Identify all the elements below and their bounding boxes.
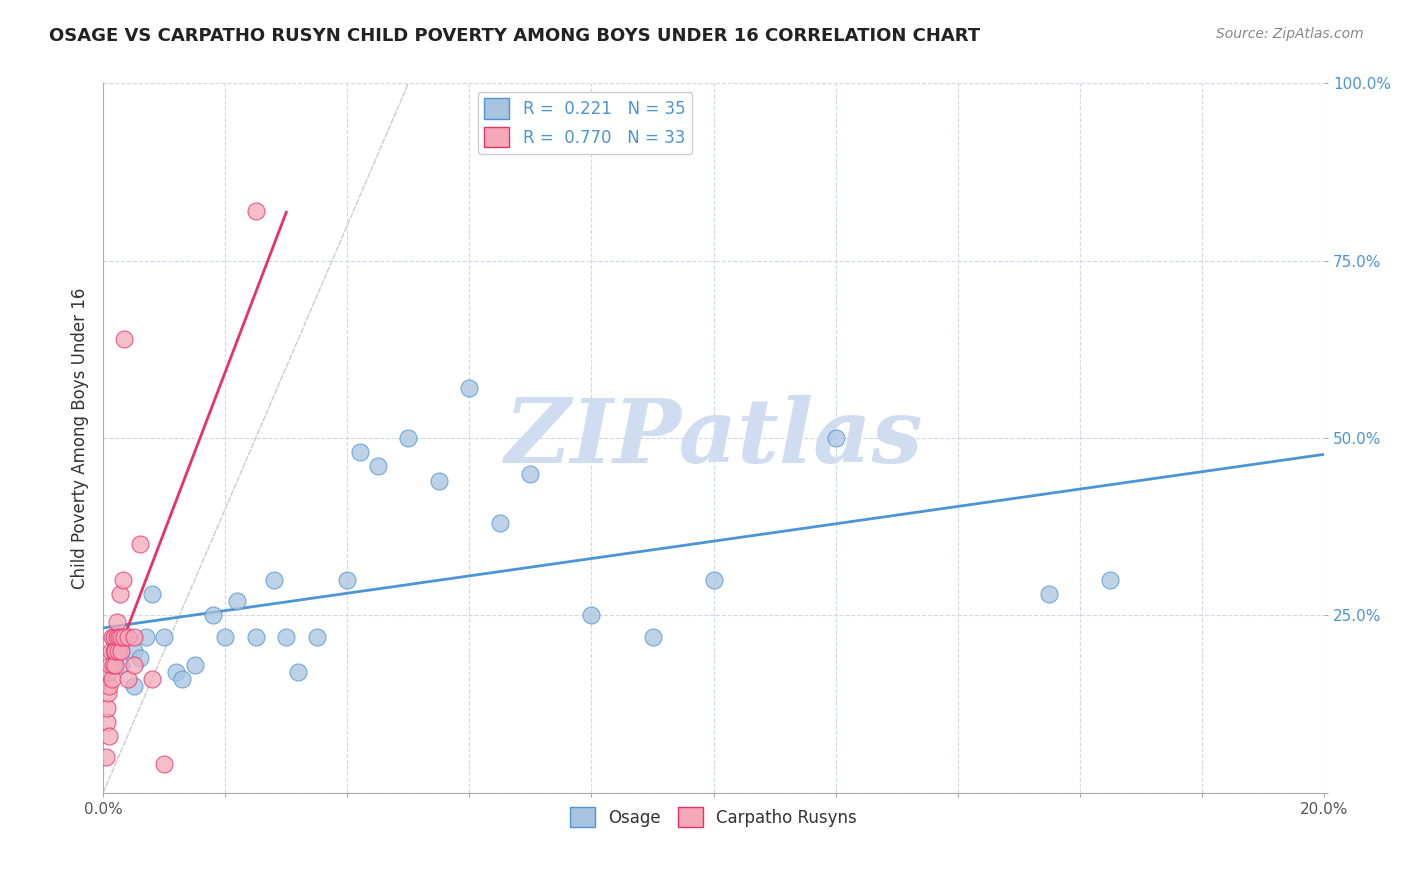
Point — [103, 630, 125, 644]
Point — [104, 658, 127, 673]
Point — [110, 587, 132, 601]
Point — [107, 644, 129, 658]
Point — [287, 665, 309, 679]
Point — [97, 729, 120, 743]
Point — [117, 630, 139, 644]
Point — [122, 630, 145, 644]
Point — [201, 608, 224, 623]
Point — [110, 630, 132, 644]
Point — [263, 573, 285, 587]
Point — [105, 615, 128, 630]
Point — [458, 381, 481, 395]
Point — [172, 672, 194, 686]
Point — [104, 630, 127, 644]
Point — [641, 630, 664, 644]
Point — [96, 714, 118, 729]
Point — [427, 474, 450, 488]
Point — [97, 686, 120, 700]
Point — [96, 700, 118, 714]
Point — [117, 630, 139, 644]
Point — [122, 658, 145, 673]
Point — [103, 644, 125, 658]
Point — [183, 658, 205, 673]
Text: Source: ZipAtlas.com: Source: ZipAtlas.com — [1216, 27, 1364, 41]
Point — [112, 630, 135, 644]
Point — [122, 679, 145, 693]
Point — [153, 757, 176, 772]
Point — [101, 658, 124, 673]
Point — [141, 587, 163, 601]
Point — [581, 608, 603, 623]
Point — [100, 644, 122, 658]
Point — [489, 516, 512, 530]
Point — [110, 658, 132, 673]
Text: OSAGE VS CARPATHO RUSYN CHILD POVERTY AMONG BOYS UNDER 16 CORRELATION CHART: OSAGE VS CARPATHO RUSYN CHILD POVERTY AM… — [49, 27, 980, 45]
Point — [98, 679, 121, 693]
Point — [824, 431, 846, 445]
Point — [101, 630, 124, 644]
Legend: Osage, Carpatho Rusyns: Osage, Carpatho Rusyns — [564, 800, 863, 834]
Point — [153, 630, 176, 644]
Point — [108, 630, 131, 644]
Point — [111, 573, 134, 587]
Point — [128, 537, 150, 551]
Point — [114, 332, 136, 346]
Point — [104, 644, 127, 658]
Point — [117, 672, 139, 686]
Point — [122, 644, 145, 658]
Point — [98, 665, 121, 679]
Point — [141, 672, 163, 686]
Y-axis label: Child Poverty Among Boys Under 16: Child Poverty Among Boys Under 16 — [72, 287, 89, 589]
Point — [276, 630, 298, 644]
Point — [349, 445, 371, 459]
Point — [1038, 587, 1060, 601]
Point — [105, 630, 128, 644]
Point — [100, 658, 122, 673]
Point — [100, 672, 122, 686]
Point — [135, 630, 157, 644]
Text: ZIPatlas: ZIPatlas — [505, 395, 922, 482]
Point — [367, 459, 389, 474]
Point — [110, 644, 132, 658]
Point — [110, 644, 132, 658]
Point — [519, 467, 541, 481]
Point — [336, 573, 359, 587]
Point — [1099, 573, 1122, 587]
Point — [96, 750, 118, 764]
Point — [703, 573, 725, 587]
Point — [396, 431, 419, 445]
Point — [305, 630, 328, 644]
Point — [245, 630, 267, 644]
Point — [226, 594, 249, 608]
Point — [165, 665, 187, 679]
Point — [245, 204, 267, 219]
Point — [128, 651, 150, 665]
Point — [214, 630, 236, 644]
